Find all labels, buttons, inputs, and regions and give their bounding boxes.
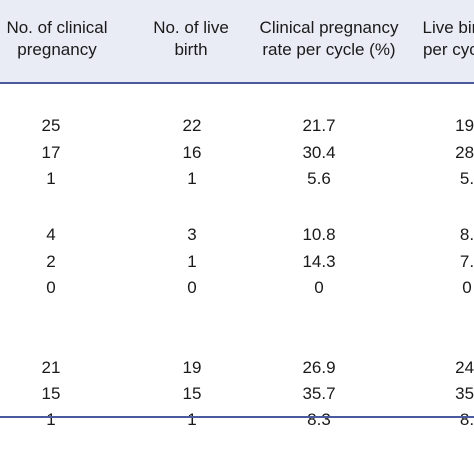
table-cell: 35. xyxy=(455,384,474,403)
table-cell: 0 xyxy=(46,278,56,297)
table-cell: 15 xyxy=(41,384,61,403)
header-live-birth-rate: Live birthper cycle xyxy=(422,18,474,59)
table-cell: 30.4 xyxy=(302,143,336,162)
table-cell: 16 xyxy=(182,143,202,162)
table-cell: 5. xyxy=(459,169,474,188)
table-cell: 14.3 xyxy=(302,252,336,271)
table-cell: 2 xyxy=(46,252,56,271)
table-cell: 24. xyxy=(455,358,474,377)
table-cell: 35.7 xyxy=(302,384,336,403)
table-cell: 15 xyxy=(182,384,202,403)
table-cell: 8.3 xyxy=(307,410,331,429)
table-cell: 1 xyxy=(46,410,56,429)
table-cell: 4 xyxy=(46,225,56,244)
table-cell: 17 xyxy=(41,143,61,162)
table-bottom-rule xyxy=(0,416,474,418)
table-cell: 0 xyxy=(187,278,197,297)
table-cell: 8. xyxy=(459,410,474,429)
table-cell: 5.6 xyxy=(307,169,331,188)
table-cell: 21.7 xyxy=(302,116,336,135)
table-cell: 0 xyxy=(462,278,472,297)
table-cell: 26.9 xyxy=(302,358,336,377)
header-clinical-pregnancy-rate: Clinical pregnancy rate per cycle (%) xyxy=(259,18,399,59)
table-cell: 25 xyxy=(41,116,61,135)
table-cell: 1 xyxy=(187,410,197,429)
header-live-birth: No. of live birth xyxy=(153,18,229,59)
table-cell: 3 xyxy=(187,225,197,244)
table-cell: 7. xyxy=(459,252,474,271)
table-cell: 1 xyxy=(46,169,56,188)
table-cell: 1 xyxy=(187,252,197,271)
table-cell: 1 xyxy=(187,169,197,188)
table-cell: 28. xyxy=(455,143,474,162)
table-cell: 10.8 xyxy=(302,225,336,244)
table-cell: 19 xyxy=(182,358,202,377)
table-header xyxy=(0,0,474,83)
header-divider xyxy=(0,82,474,84)
table-cell: 8. xyxy=(459,225,474,244)
table-cell: 0 xyxy=(314,278,324,297)
table-cell: 21 xyxy=(41,358,61,377)
table-cell: 22 xyxy=(182,116,202,135)
header-clinical-pregnancy: No. of clinical pregnancy xyxy=(6,18,108,59)
table-cell: 19. xyxy=(455,116,474,135)
